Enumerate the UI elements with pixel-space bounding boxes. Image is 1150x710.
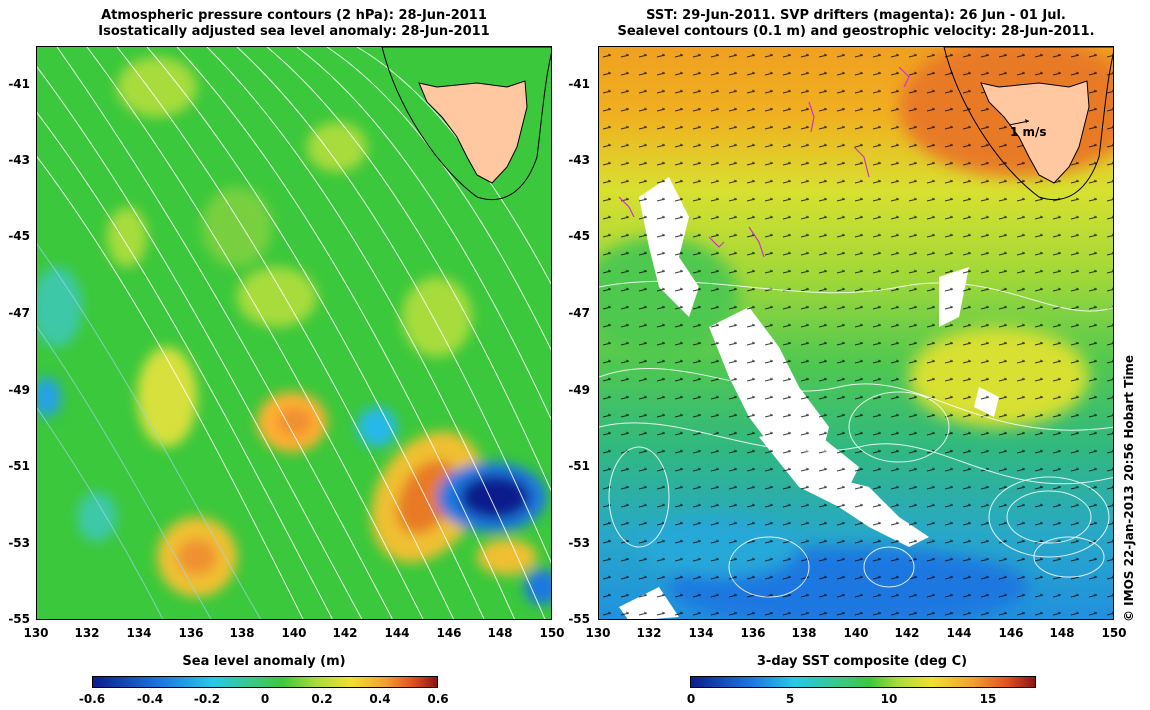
right-xtick: 130 <box>585 626 611 640</box>
left-ytick: -49 <box>8 383 30 397</box>
right-xtick: 144 <box>946 626 972 640</box>
left-xtick: 134 <box>126 626 152 640</box>
left-xtick: 144 <box>384 626 410 640</box>
left-xtick: 130 <box>23 626 49 640</box>
right-xtick: 146 <box>998 626 1024 640</box>
right-colorbar-label: 3-day SST composite (deg C) <box>756 654 968 669</box>
right-colorbar-tick: 10 <box>880 692 898 706</box>
sea-level-anomaly-map <box>36 46 552 620</box>
right-xtick: 138 <box>791 626 817 640</box>
left-colorbar-label: Sea level anomaly (m) <box>182 654 346 669</box>
imos-credit: © IMOS 22-Jan-2013 20:56 Hobart Time <box>1122 354 1136 622</box>
left-ytick: -47 <box>8 306 30 320</box>
left-colorbar-tick: -0.2 <box>193 692 221 706</box>
right-xtick: 148 <box>1049 626 1075 640</box>
left-xtick: 140 <box>281 626 307 640</box>
left-title-line1: Atmospheric pressure contours (2 hPa): 2… <box>101 8 487 23</box>
left-colorbar-tick: 0 <box>260 692 270 706</box>
left-ytick: -51 <box>8 459 30 473</box>
right-xtick: 140 <box>843 626 869 640</box>
right-ytick: -53 <box>568 536 590 550</box>
vector-scale-label: 1 m/s <box>1010 125 1047 139</box>
left-colorbar-tick: 0.2 <box>311 692 333 706</box>
tasmania-land <box>980 80 1090 184</box>
left-xtick: 136 <box>178 626 204 640</box>
right-ytick: -43 <box>568 153 590 167</box>
right-xtick: 142 <box>894 626 920 640</box>
right-colorbar-tick: 15 <box>979 692 997 706</box>
right-ytick: -55 <box>568 612 590 626</box>
left-ytick: -41 <box>8 77 30 91</box>
vector-scale <box>1008 119 1030 126</box>
right-ytick: -45 <box>568 229 590 243</box>
right-xtick: 136 <box>740 626 766 640</box>
left-colorbar-tick: -0.6 <box>78 692 106 706</box>
left-xtick: 138 <box>229 626 255 640</box>
right-xtick: 150 <box>1101 626 1127 640</box>
right-ytick: -41 <box>568 77 590 91</box>
right-xtick: 132 <box>636 626 662 640</box>
left-xtick: 148 <box>487 626 513 640</box>
right-xtick: 134 <box>688 626 714 640</box>
left-colorbar-tick: 0.4 <box>369 692 391 706</box>
right-ytick: -51 <box>568 459 590 473</box>
tasmania-land <box>418 80 528 184</box>
right-title-line2: Sealevel contours (0.1 m) and geostrophi… <box>617 24 1095 39</box>
left-ytick: -55 <box>8 612 30 626</box>
sst-colorbar <box>690 676 1036 688</box>
sea-level-colorbar <box>92 676 438 688</box>
right-colorbar-tick: 5 <box>785 692 795 706</box>
left-title-line2: Isostatically adjusted sea level anomaly… <box>98 24 490 39</box>
left-ytick: -43 <box>8 153 30 167</box>
left-ytick: -53 <box>8 536 30 550</box>
right-colorbar-tick: 0 <box>686 692 696 706</box>
left-xtick: 150 <box>539 626 565 640</box>
svp-drifters <box>618 66 910 258</box>
sst-map: 1 m/s <box>598 46 1114 620</box>
right-title-line1: SST: 29-Jun-2011. SVP drifters (magenta)… <box>646 8 1066 23</box>
right-ytick: -49 <box>568 383 590 397</box>
left-xtick: 132 <box>74 626 100 640</box>
left-xtick: 142 <box>332 626 358 640</box>
left-ytick: -45 <box>8 229 30 243</box>
left-colorbar-tick: 0.6 <box>427 692 449 706</box>
left-colorbar-tick: -0.4 <box>136 692 164 706</box>
left-xtick: 146 <box>436 626 462 640</box>
right-ytick: -47 <box>568 306 590 320</box>
